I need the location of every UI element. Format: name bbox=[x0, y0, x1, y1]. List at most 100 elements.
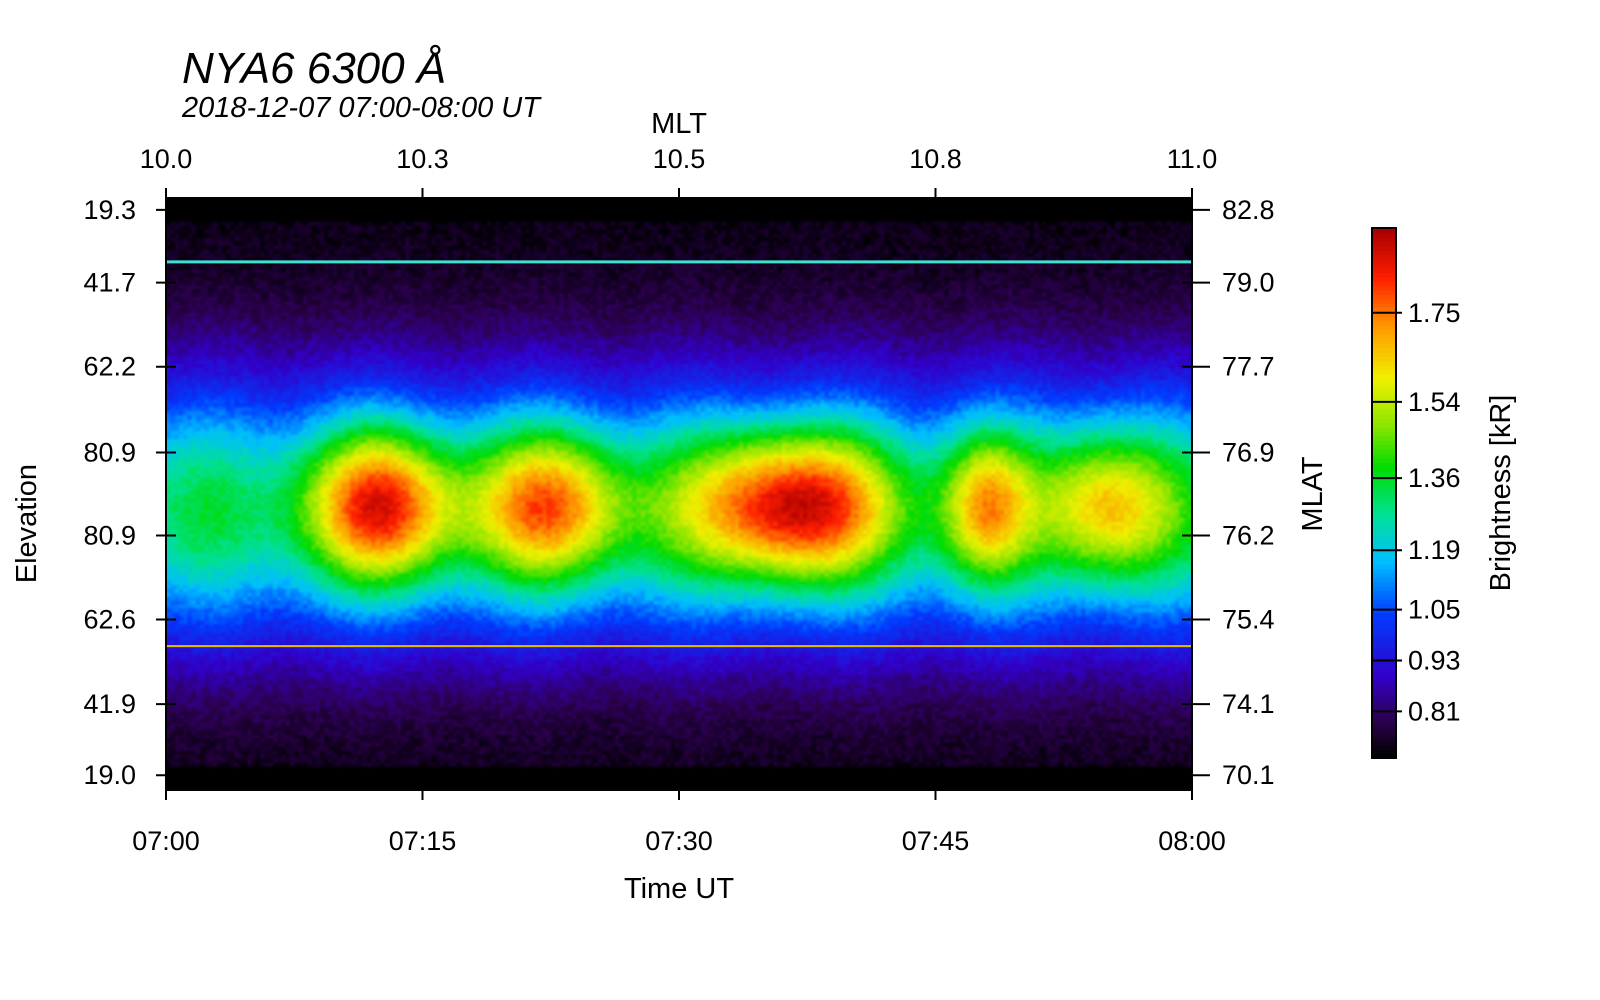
y-tick-label: 41.9 bbox=[83, 689, 136, 719]
colorbar-segment bbox=[1372, 360, 1396, 366]
colorbar-segment bbox=[1372, 364, 1396, 371]
colorbar-segment bbox=[1372, 523, 1396, 530]
colorbar-segment bbox=[1372, 687, 1396, 693]
y-tick-label: 19.0 bbox=[83, 760, 136, 790]
colorbar-axis: 1.75 1.54 1.36 1.19 1.05 0.93 0.81 bbox=[1372, 298, 1461, 726]
bottom-axis: 07:00 07:15 07:30 07:45 08:00 bbox=[132, 776, 1226, 856]
colorbar-segment bbox=[1372, 289, 1396, 296]
colorbar-segment bbox=[1372, 643, 1396, 649]
colorbar-segment bbox=[1372, 338, 1396, 344]
colorbar-segment bbox=[1372, 254, 1396, 260]
colorbar-segment bbox=[1372, 267, 1396, 273]
colorbar-segment bbox=[1372, 369, 1396, 375]
colorbar-segment bbox=[1372, 236, 1396, 243]
colorbar-segment bbox=[1372, 329, 1396, 335]
colorbar-segment bbox=[1372, 629, 1396, 636]
x-tick-label: 07:30 bbox=[645, 826, 713, 856]
colorbar-segment bbox=[1372, 554, 1396, 561]
colorbar-segment bbox=[1372, 537, 1396, 543]
colorbar-segment bbox=[1372, 634, 1396, 640]
colorbar-segment bbox=[1372, 665, 1396, 671]
right-tick-label: 82.8 bbox=[1222, 195, 1275, 225]
colorbar-segment bbox=[1372, 722, 1396, 728]
colorbar-segment bbox=[1372, 585, 1396, 591]
colorbar-segment bbox=[1372, 316, 1396, 322]
plot-subtitle: 2018-12-07 07:00-08:00 UT bbox=[182, 92, 540, 124]
heatmap-cells bbox=[166, 198, 1192, 790]
colorbar-segment bbox=[1372, 342, 1396, 349]
colorbar-segment bbox=[1372, 356, 1396, 362]
colorbar-segment bbox=[1372, 391, 1396, 397]
colorbar-tick-label: 1.19 bbox=[1408, 535, 1461, 565]
colorbar-segment bbox=[1372, 506, 1396, 512]
colorbar-segment bbox=[1372, 440, 1396, 446]
colorbar-segment bbox=[1372, 735, 1396, 742]
right-tick-label: 77.7 bbox=[1222, 352, 1275, 382]
colorbar-segment bbox=[1372, 744, 1396, 750]
colorbar-segment bbox=[1372, 307, 1396, 313]
colorbar-segment bbox=[1372, 731, 1396, 737]
colorbar-segment bbox=[1372, 470, 1396, 477]
colorbar-segment bbox=[1372, 422, 1396, 428]
colorbar-segment bbox=[1372, 546, 1396, 552]
colorbar-tick-label: 0.81 bbox=[1408, 696, 1461, 726]
colorbar-segment bbox=[1372, 448, 1396, 455]
top-tick-label: 11.0 bbox=[1167, 144, 1218, 174]
colorbar-segment bbox=[1372, 625, 1396, 631]
colorbar-segment bbox=[1372, 382, 1396, 388]
y-tick-label: 19.3 bbox=[83, 195, 136, 225]
colorbar-segment bbox=[1372, 594, 1396, 600]
colorbar-segment bbox=[1372, 373, 1396, 379]
top-tick-label: 10.0 bbox=[140, 144, 193, 174]
right-tick-label: 70.1 bbox=[1222, 760, 1275, 790]
colorbar-segment bbox=[1372, 400, 1396, 406]
x-tick-label: 07:00 bbox=[132, 826, 200, 856]
x-tick-label: 07:15 bbox=[389, 826, 457, 856]
y-tick-label: 80.9 bbox=[83, 438, 136, 468]
colorbar-segment bbox=[1372, 294, 1396, 300]
y-axis-title: Elevation bbox=[11, 464, 43, 583]
colorbar-segment bbox=[1372, 753, 1396, 759]
colorbar-segment bbox=[1372, 674, 1396, 680]
colorbar-segment bbox=[1372, 272, 1396, 278]
colorbar-segment bbox=[1372, 727, 1396, 733]
colorbar-segment bbox=[1372, 497, 1396, 503]
colorbar-segment bbox=[1372, 325, 1396, 331]
colorbar-segment bbox=[1372, 528, 1396, 534]
colorbar-segment bbox=[1372, 228, 1396, 234]
colorbar-segment bbox=[1372, 281, 1396, 287]
colorbar-segment bbox=[1372, 426, 1396, 432]
colorbar-segment bbox=[1372, 484, 1396, 490]
colorbar-segment bbox=[1372, 603, 1396, 609]
colorbar-segment bbox=[1372, 576, 1396, 583]
plot-title: NYA6 6300 Å bbox=[182, 44, 447, 93]
left-axis: 19.3 41.7 62.2 80.9 80.9 62.6 41.9 19.0 bbox=[83, 195, 176, 790]
colorbar-frame bbox=[1371, 227, 1397, 759]
colorbar-segment bbox=[1372, 590, 1396, 596]
colorbar-segment bbox=[1372, 550, 1396, 556]
colorbar-segment bbox=[1372, 479, 1396, 485]
colorbar-segment bbox=[1372, 311, 1396, 318]
colorbar-segment bbox=[1372, 515, 1396, 521]
colorbar-title: Brightness [kR] bbox=[1485, 395, 1517, 592]
colorbar-segment bbox=[1372, 351, 1396, 357]
top-tick-label: 10.3 bbox=[396, 144, 449, 174]
colorbar-segment bbox=[1372, 404, 1396, 410]
colorbar-segment bbox=[1372, 616, 1396, 622]
colorbar-segment bbox=[1372, 696, 1396, 702]
top-tick-label: 10.8 bbox=[909, 144, 962, 174]
colorbar-segment bbox=[1372, 621, 1396, 627]
colorbar-segment bbox=[1372, 409, 1396, 415]
colorbar-segment bbox=[1372, 718, 1396, 724]
right-tick-label: 75.4 bbox=[1222, 605, 1275, 635]
colorbar-segment bbox=[1372, 245, 1396, 251]
colorbar-segment bbox=[1372, 462, 1396, 468]
colorbar-segment bbox=[1372, 417, 1396, 424]
colorbar-segment bbox=[1372, 519, 1396, 525]
colorbar-segment bbox=[1372, 263, 1396, 269]
colorbar-tick-label: 0.93 bbox=[1408, 645, 1461, 675]
x-axis-title: Time UT bbox=[624, 873, 734, 905]
right-tick-label: 74.1 bbox=[1222, 689, 1275, 719]
top-axis-title: MLT bbox=[651, 108, 707, 140]
